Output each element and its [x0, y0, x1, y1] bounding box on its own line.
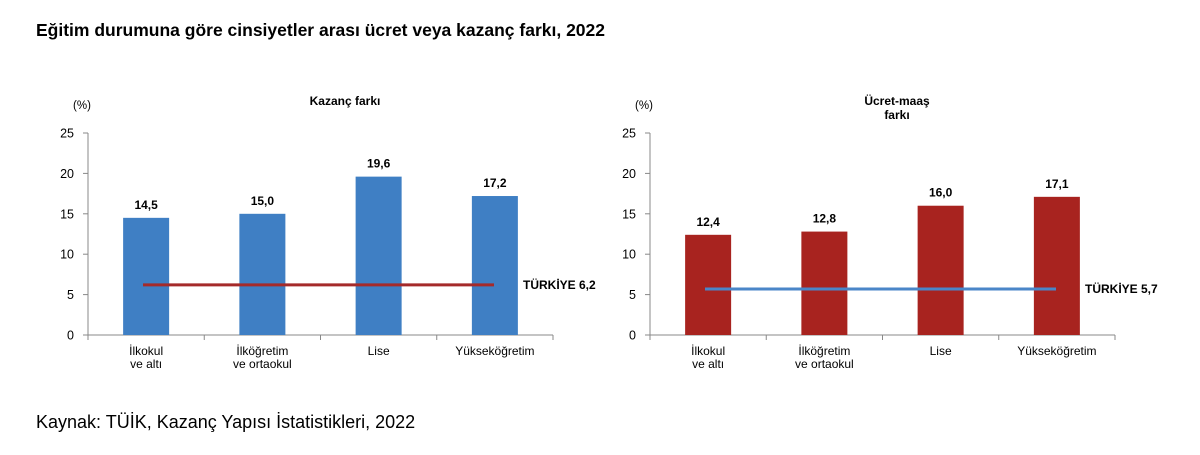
reference-line-label: TÜRKİYE 6,2: [523, 277, 596, 292]
y-tick-label: 5: [629, 288, 636, 302]
y-tick-label: 15: [622, 207, 636, 221]
value-label: 12,8: [813, 212, 837, 226]
x-tick-label: Yükseköğretim: [1017, 344, 1096, 358]
y-unit-label: (%): [635, 100, 653, 112]
reference-line-label: TÜRKİYE 5,7: [1085, 281, 1158, 296]
bar: [801, 231, 848, 335]
bar: [355, 176, 402, 335]
value-label: 19,6: [367, 157, 391, 171]
x-tick-label: ve altı: [130, 357, 162, 371]
bar: [239, 213, 286, 335]
bar: [123, 217, 170, 335]
chart-title-line: Kazanç farkı: [310, 94, 381, 108]
bar: [917, 205, 964, 335]
y-tick-label: 10: [622, 248, 636, 262]
value-label: 16,0: [929, 186, 953, 200]
y-unit-label: (%): [73, 100, 91, 112]
value-label: 14,5: [134, 198, 158, 212]
x-tick-label: İlkokul: [129, 344, 163, 358]
y-tick-label: 25: [622, 127, 636, 141]
y-tick-label: 5: [67, 288, 74, 302]
value-label: 12,4: [696, 215, 720, 229]
value-label: 17,1: [1045, 177, 1069, 191]
y-tick-label: 20: [60, 167, 74, 181]
bar: [471, 196, 518, 335]
x-tick-label: İlköğretim: [236, 344, 288, 358]
y-tick-label: 20: [622, 167, 636, 181]
x-tick-label: Yükseköğretim: [455, 344, 534, 358]
y-tick-label: 15: [60, 207, 74, 221]
y-tick-label: 10: [60, 248, 74, 262]
bar: [685, 234, 732, 335]
y-tick-label: 25: [60, 127, 74, 141]
chart-title-line: Ücret-maaş: [864, 93, 930, 108]
value-label: 17,2: [483, 176, 507, 190]
y-tick-label: 0: [67, 329, 74, 343]
x-tick-label: ve ortaokul: [233, 357, 292, 371]
page-title: Eğitim durumuna göre cinsiyetler arası ü…: [36, 20, 606, 40]
value-label: 15,0: [251, 194, 275, 208]
x-tick-label: ve altı: [692, 357, 724, 371]
x-tick-label: Lise: [368, 344, 390, 358]
x-tick-label: Lise: [930, 344, 952, 358]
chart-title-line: farkı: [884, 108, 909, 122]
bar: [1033, 196, 1080, 335]
y-tick-label: 0: [629, 329, 636, 343]
x-tick-label: ve ortaokul: [795, 357, 854, 371]
x-tick-label: İlkokul: [691, 344, 725, 358]
source-note: Kaynak: TÜİK, Kazanç Yapısı İstatistikle…: [36, 412, 416, 432]
x-tick-label: İlköğretim: [798, 344, 850, 358]
